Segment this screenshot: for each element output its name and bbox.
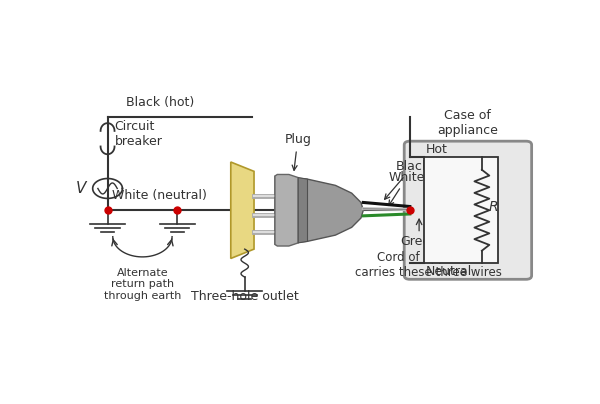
Text: Alternate
return path
through earth: Alternate return path through earth bbox=[104, 268, 181, 301]
Text: Green: Green bbox=[400, 235, 438, 248]
Polygon shape bbox=[298, 178, 308, 243]
Polygon shape bbox=[275, 176, 364, 244]
Text: Three-hole outlet: Three-hole outlet bbox=[191, 290, 299, 303]
Text: Black (hot): Black (hot) bbox=[126, 96, 194, 109]
Text: Plug: Plug bbox=[284, 133, 311, 170]
Text: Black: Black bbox=[385, 160, 430, 199]
FancyBboxPatch shape bbox=[404, 141, 532, 279]
Polygon shape bbox=[275, 175, 298, 246]
Text: Case of
appliance: Case of appliance bbox=[437, 109, 499, 137]
Text: White (neutral): White (neutral) bbox=[112, 189, 207, 202]
Bar bbox=[424, 157, 498, 263]
Text: R: R bbox=[488, 200, 498, 214]
Text: Cord of appliance
carries these three wires: Cord of appliance carries these three wi… bbox=[355, 250, 502, 279]
Text: Hot: Hot bbox=[426, 143, 448, 156]
Text: White: White bbox=[389, 170, 425, 206]
Text: V: V bbox=[76, 181, 86, 196]
Text: Neutral: Neutral bbox=[426, 265, 472, 278]
Text: Circuit
breaker: Circuit breaker bbox=[115, 120, 163, 148]
Polygon shape bbox=[231, 162, 254, 259]
